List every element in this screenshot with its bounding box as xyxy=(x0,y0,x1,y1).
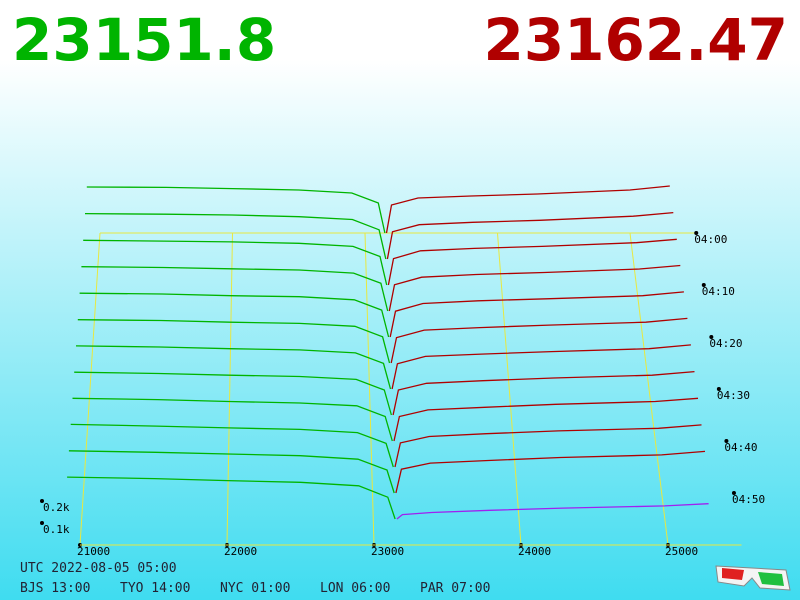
grid-line xyxy=(629,232,669,546)
t-tick-label: 04:10 xyxy=(702,285,735,298)
city-time: NYC 01:00 xyxy=(220,581,290,596)
ask-depth-line xyxy=(387,238,677,286)
grid-line xyxy=(226,232,233,546)
grid-line xyxy=(79,232,101,546)
glasses-icon xyxy=(715,565,791,591)
t-tick xyxy=(709,335,714,339)
bid-depth-line xyxy=(72,397,393,442)
bid-depth-line xyxy=(79,292,390,338)
ask-depth-line xyxy=(393,397,699,442)
t-tick xyxy=(724,439,729,443)
ask-depth-line xyxy=(394,424,702,468)
t-tick xyxy=(716,387,721,391)
t-tick-label: 04:20 xyxy=(709,337,742,350)
t-tick xyxy=(731,491,736,495)
bid-depth-line xyxy=(70,423,394,468)
bid-depth-line xyxy=(67,476,396,520)
x-tick-label: 22000 xyxy=(224,545,257,558)
bid-price: 23151.8 xyxy=(12,6,276,74)
bid-depth-line xyxy=(84,212,387,260)
ask-depth-line xyxy=(395,450,706,494)
bid-depth-line xyxy=(68,450,395,494)
ask-depth-line xyxy=(386,211,674,260)
bid-depth-line xyxy=(81,266,389,312)
z-tick-label: 0.1k xyxy=(43,523,70,536)
ask-depth-line xyxy=(396,503,709,520)
t-tick-label: 04:50 xyxy=(732,493,765,506)
bid-depth-line xyxy=(83,239,388,286)
bid-depth-line xyxy=(75,345,392,390)
grid-line xyxy=(364,232,375,546)
bid-depth-line xyxy=(86,186,386,234)
t-tick-label: 04:00 xyxy=(694,233,727,246)
city-time: PAR 07:00 xyxy=(420,581,490,596)
ask-depth-line xyxy=(392,370,695,416)
x-tick-label: 23000 xyxy=(371,545,404,558)
z-tick-label: 0.2k xyxy=(43,501,70,514)
t-tick xyxy=(701,283,706,287)
ask-depth-line xyxy=(389,291,684,338)
bid-depth-line xyxy=(74,371,393,416)
city-time: BJS 13:00 xyxy=(20,581,90,596)
x-tick-label: 25000 xyxy=(665,545,698,558)
z-tick xyxy=(40,499,44,503)
bid-depth-line xyxy=(77,319,391,364)
x-tick-label: 21000 xyxy=(77,545,110,558)
city-time: TYO 14:00 xyxy=(120,581,190,596)
ask-depth-line xyxy=(391,344,691,390)
ask-depth-line xyxy=(388,264,681,312)
ask-depth-line xyxy=(385,185,670,234)
z-tick xyxy=(40,521,44,525)
t-tick xyxy=(694,231,699,235)
t-tick-label: 04:40 xyxy=(724,441,757,454)
x-tick-label: 24000 xyxy=(518,545,551,558)
ask-price: 23162.47 xyxy=(483,6,788,74)
ask-depth-line xyxy=(390,317,688,364)
t-tick-label: 04:30 xyxy=(717,389,750,402)
utc-time: UTC 2022-08-05 05:00 xyxy=(20,561,177,576)
city-time: LON 06:00 xyxy=(320,581,390,596)
grid-line xyxy=(497,232,522,546)
